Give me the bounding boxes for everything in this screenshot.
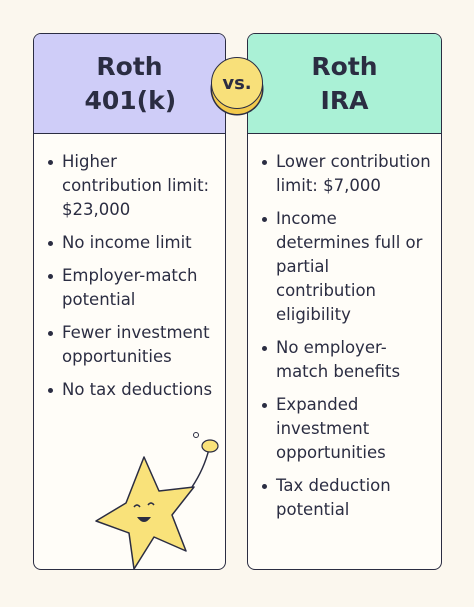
card-header: Roth 401(k) [34, 34, 225, 134]
roth-ira-card: Roth IRA Lower contribution limit: $7,00… [247, 33, 442, 570]
feature-item: No tax deductions [48, 378, 215, 402]
feature-item: Employer-match potential [48, 264, 215, 312]
feature-item: No income limit [48, 231, 215, 255]
vs-coin: vs. [211, 57, 263, 109]
card-title: Roth IRA [311, 51, 378, 115]
feature-item: Lower contribution limit: $7,000 [262, 150, 431, 198]
feature-item: No employer-match benefits [262, 336, 431, 384]
feature-list: Higher contribution limit: $23,000 No inc… [34, 134, 225, 402]
card-title: Roth 401(k) [84, 51, 177, 115]
roth-401k-card: Roth 401(k) Higher contribution limit: $… [33, 33, 226, 570]
feature-item: Income determines full or partial contri… [262, 207, 431, 327]
feature-item: Higher contribution limit: $23,000 [48, 150, 215, 222]
feature-item: Tax deduction potential [262, 474, 431, 522]
feature-list: Lower contribution limit: $7,000 Income d… [248, 134, 441, 522]
card-header: Roth IRA [248, 34, 441, 134]
star-mascot [95, 432, 219, 569]
feature-item: Expanded investment opportunities [262, 393, 431, 465]
feature-item: Fewer investment opportunities [48, 321, 215, 369]
